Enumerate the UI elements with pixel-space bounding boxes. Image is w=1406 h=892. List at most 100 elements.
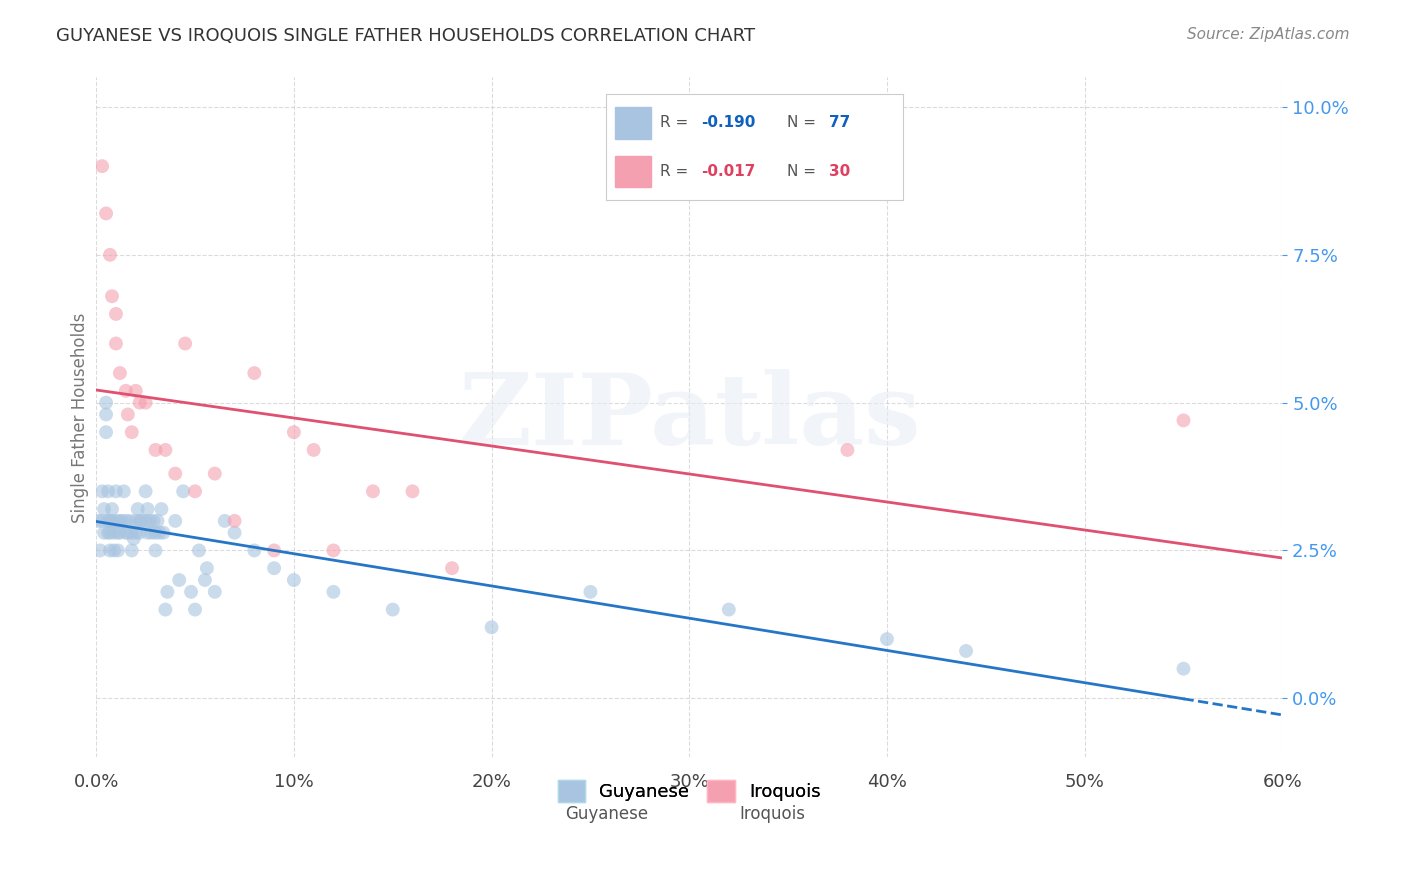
Guyanese (142, 514, 165, 528)
Guyanese (717, 602, 740, 616)
Iroquois (104, 307, 127, 321)
Iroquois (1173, 413, 1195, 427)
Iroquois (243, 366, 266, 380)
Guyanese (117, 525, 139, 540)
Iroquois (101, 289, 124, 303)
Guyanese (91, 514, 114, 528)
Guyanese (579, 585, 602, 599)
Iroquois (401, 484, 423, 499)
Text: ZIPatlas: ZIPatlas (458, 369, 921, 466)
Guyanese (224, 525, 246, 540)
Guyanese (101, 502, 124, 516)
Guyanese (122, 532, 145, 546)
Iroquois (135, 395, 157, 409)
Guyanese (97, 525, 120, 540)
Guyanese (155, 602, 177, 616)
Guyanese (112, 484, 135, 499)
Guyanese (97, 514, 120, 528)
Iroquois (121, 425, 143, 440)
Guyanese (172, 484, 194, 499)
Guyanese (125, 525, 148, 540)
Guyanese (876, 632, 898, 647)
Iroquois (117, 408, 139, 422)
Iroquois (98, 248, 121, 262)
Guyanese (148, 525, 170, 540)
Text: Guyanese: Guyanese (565, 805, 648, 823)
Guyanese (107, 525, 129, 540)
Guyanese (115, 514, 138, 528)
Guyanese (194, 573, 217, 587)
Y-axis label: Single Father Households: Single Father Households (72, 312, 89, 523)
Iroquois (91, 159, 114, 173)
Guyanese (89, 543, 111, 558)
Guyanese (214, 514, 236, 528)
Guyanese (136, 502, 159, 516)
Guyanese (98, 543, 121, 558)
Guyanese (121, 525, 143, 540)
Guyanese (111, 514, 134, 528)
Legend: Guyanese, Iroquois: Guyanese, Iroquois (551, 773, 828, 810)
Guyanese (94, 425, 117, 440)
Iroquois (837, 442, 859, 457)
Guyanese (125, 514, 148, 528)
Guyanese (184, 602, 207, 616)
Guyanese (131, 514, 153, 528)
Iroquois (94, 206, 117, 220)
Iroquois (125, 384, 148, 398)
Guyanese (87, 514, 110, 528)
Guyanese (118, 514, 141, 528)
Iroquois (115, 384, 138, 398)
Iroquois (155, 442, 177, 457)
Text: GUYANESE VS IROQUOIS SINGLE FATHER HOUSEHOLDS CORRELATION CHART: GUYANESE VS IROQUOIS SINGLE FATHER HOUSE… (56, 27, 755, 45)
Iroquois (322, 543, 344, 558)
Guyanese (104, 484, 127, 499)
Guyanese (104, 514, 127, 528)
Guyanese (94, 395, 117, 409)
Guyanese (243, 543, 266, 558)
Guyanese (94, 408, 117, 422)
Iroquois (145, 442, 167, 457)
Guyanese (204, 585, 226, 599)
Guyanese (165, 514, 187, 528)
Guyanese (98, 514, 121, 528)
Guyanese (955, 644, 977, 658)
Guyanese (263, 561, 285, 575)
Guyanese (141, 525, 163, 540)
Guyanese (146, 514, 169, 528)
Iroquois (184, 484, 207, 499)
Iroquois (302, 442, 325, 457)
Guyanese (103, 525, 125, 540)
Guyanese (98, 525, 121, 540)
Guyanese (322, 585, 344, 599)
Guyanese (145, 543, 167, 558)
Iroquois (104, 336, 127, 351)
Guyanese (138, 514, 160, 528)
Guyanese (121, 543, 143, 558)
Guyanese (188, 543, 211, 558)
Guyanese (195, 561, 218, 575)
Iroquois (204, 467, 226, 481)
Guyanese (481, 620, 503, 634)
Text: Iroquois: Iroquois (740, 805, 806, 823)
Guyanese (103, 543, 125, 558)
Guyanese (156, 585, 179, 599)
Text: Source: ZipAtlas.com: Source: ZipAtlas.com (1187, 27, 1350, 42)
Guyanese (128, 525, 150, 540)
Iroquois (165, 467, 187, 481)
Guyanese (167, 573, 190, 587)
Guyanese (135, 514, 157, 528)
Guyanese (381, 602, 404, 616)
Guyanese (145, 525, 167, 540)
Guyanese (101, 514, 124, 528)
Guyanese (1173, 662, 1195, 676)
Iroquois (263, 543, 285, 558)
Guyanese (127, 502, 149, 516)
Iroquois (361, 484, 384, 499)
Guyanese (150, 502, 173, 516)
Guyanese (91, 484, 114, 499)
Guyanese (152, 525, 174, 540)
Guyanese (283, 573, 305, 587)
Guyanese (107, 543, 129, 558)
Guyanese (108, 514, 131, 528)
Iroquois (283, 425, 305, 440)
